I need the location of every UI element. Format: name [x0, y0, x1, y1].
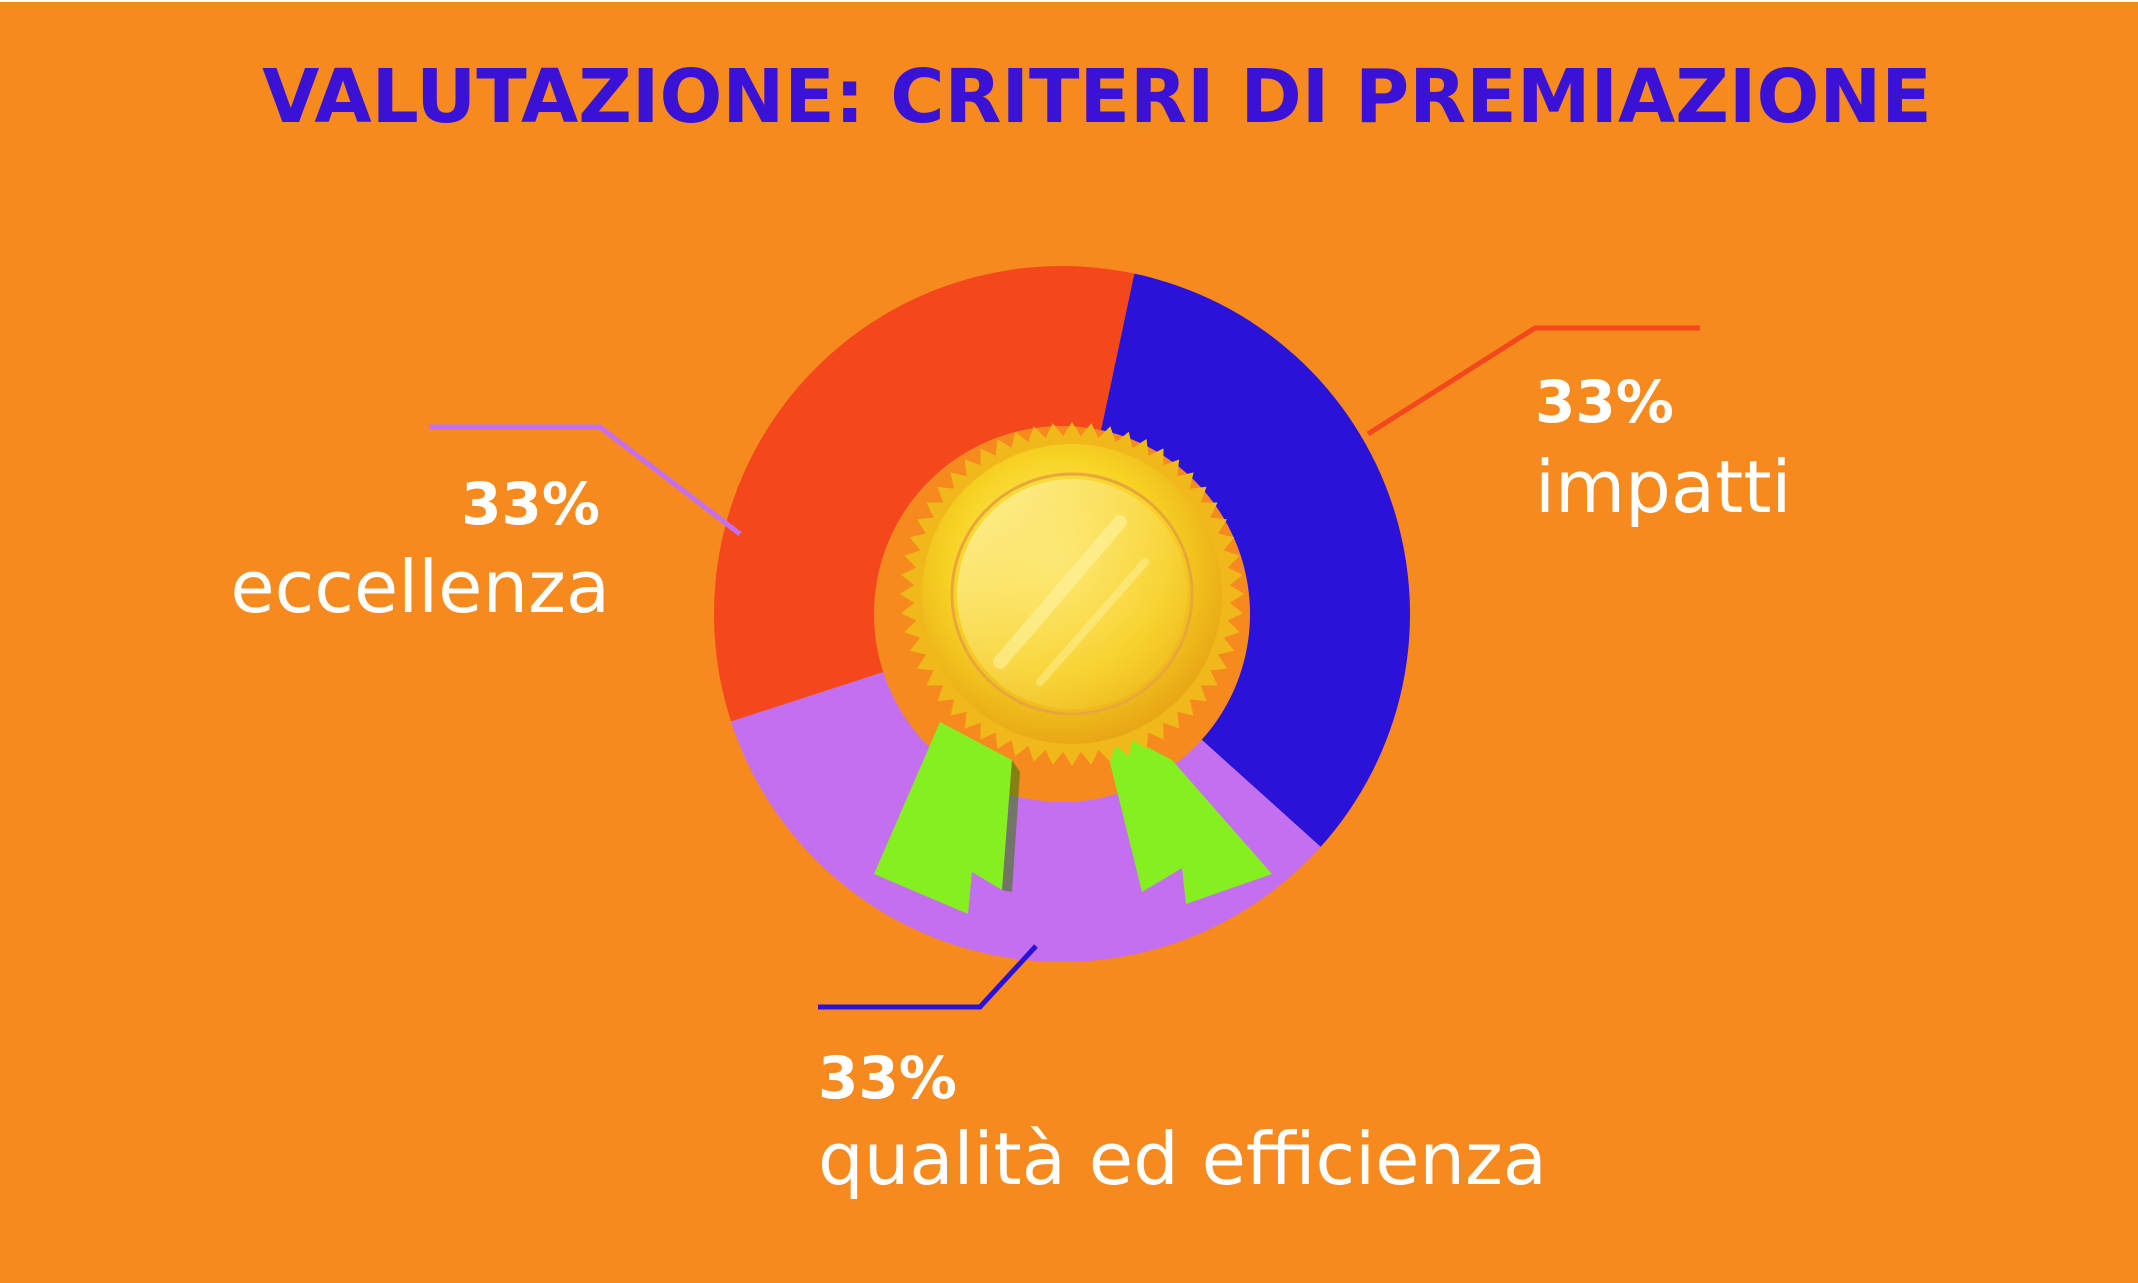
- chart-title: VALUTAZIONE: CRITERI DI PREMIAZIONE: [262, 54, 1932, 140]
- slice-qualità-ed-efficienza: [1101, 273, 1410, 847]
- slice-value-label: 33%: [461, 470, 600, 538]
- leader-line-0: [1366, 325, 1700, 437]
- slice-eccellenza: [731, 672, 1321, 962]
- leader-lines: [430, 325, 1700, 1010]
- medal-shine-2: [1036, 558, 1149, 686]
- medal-inner-ring: [950, 472, 1194, 716]
- award-medal-icon: [874, 422, 1272, 914]
- leader-line-1: [818, 944, 1038, 1010]
- slice-category-label: qualità ed efficienza: [818, 1117, 1547, 1201]
- slice-impatti: [714, 265, 1135, 722]
- ribbon-left-shadow: [1002, 760, 1020, 892]
- donut-slices: [714, 265, 1410, 962]
- ribbon-right: [1100, 722, 1272, 904]
- leader-line-2: [430, 424, 742, 536]
- slice-value-label: 33%: [1535, 368, 1674, 436]
- slice-value-label: 33%: [818, 1044, 957, 1112]
- ribbon-left: [874, 722, 1012, 914]
- slice-category-label: impatti: [1535, 445, 1791, 529]
- slice-category-label: eccellenza: [230, 545, 610, 629]
- medal-shine: [993, 515, 1127, 669]
- medal-inner-face: [957, 479, 1187, 709]
